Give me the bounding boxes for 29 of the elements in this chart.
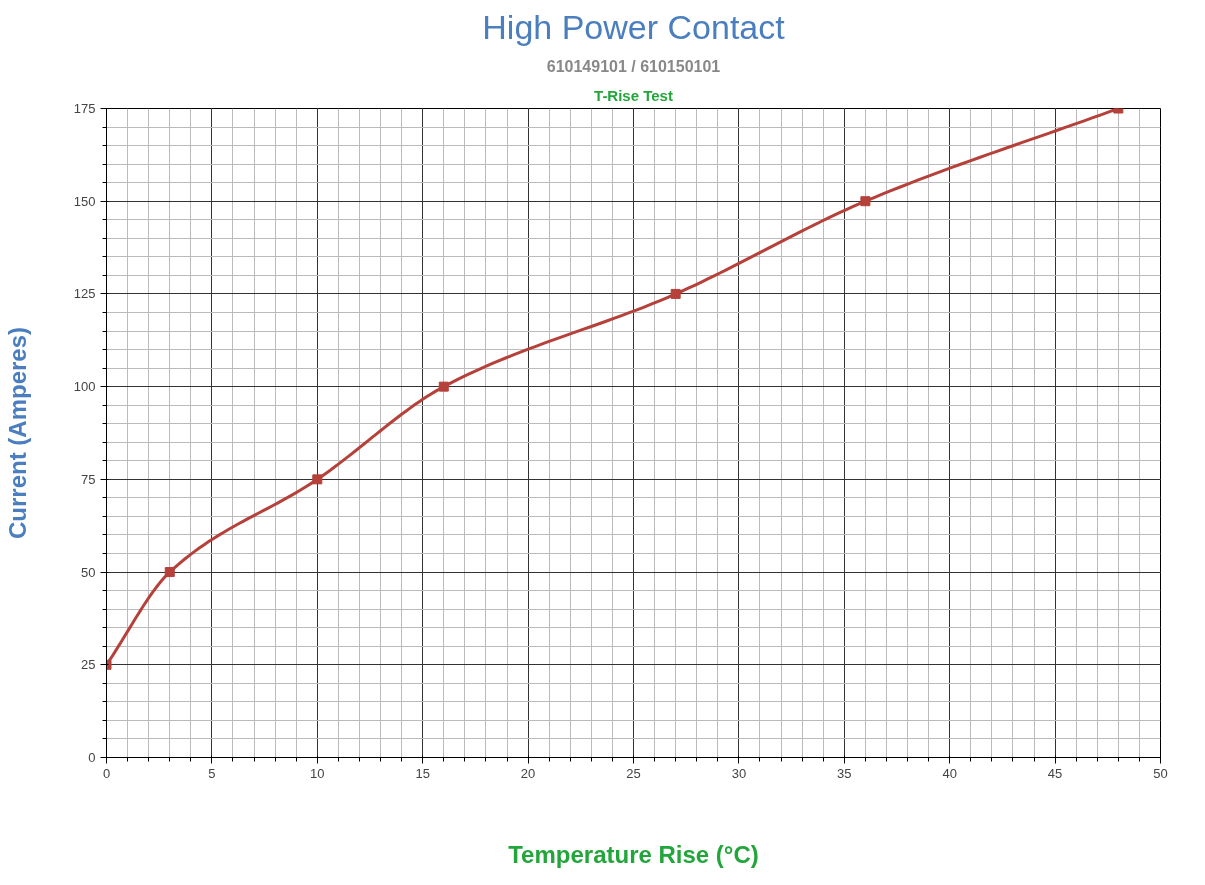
y-tick-label: 100 (73, 379, 96, 395)
y-axis-title: Current (Amperes) (3, 326, 31, 540)
x-tick-label: 5 (208, 765, 216, 781)
x-tick-label: 50 (1153, 765, 1168, 781)
y-tick-label: 175 (73, 101, 96, 116)
x-tick-label: 40 (942, 765, 957, 781)
x-tick-label: 45 (1047, 765, 1063, 781)
x-tick-label: 25 (626, 765, 641, 781)
point (670, 288, 681, 299)
text: T-Rise Test (594, 86, 673, 104)
point (860, 196, 871, 207)
y-tick-label: 75 (81, 471, 96, 487)
x-tick-label: 30 (731, 765, 747, 781)
chart-subtitle: 610149101 / 610150101 (546, 57, 721, 75)
point (164, 567, 175, 578)
y-tick-label: 25 (81, 657, 96, 673)
chart-title: High Power Contact (482, 7, 786, 46)
x-tick-label: 10 (310, 765, 325, 781)
x-tick-label: 20 (520, 765, 536, 781)
point (438, 381, 449, 392)
y-tick-label: 50 (81, 564, 96, 580)
x-tick-label: 15 (415, 765, 430, 781)
x-tick-label: 0 (102, 765, 111, 781)
point (312, 474, 323, 485)
x-tick-label: 35 (837, 765, 852, 781)
y-tick-label: 125 (73, 286, 96, 302)
x-axis-title: Temperature Rise (°C) (508, 840, 759, 868)
y-tick-label: 150 (73, 193, 96, 209)
y-tick-label: 0 (88, 750, 96, 765)
